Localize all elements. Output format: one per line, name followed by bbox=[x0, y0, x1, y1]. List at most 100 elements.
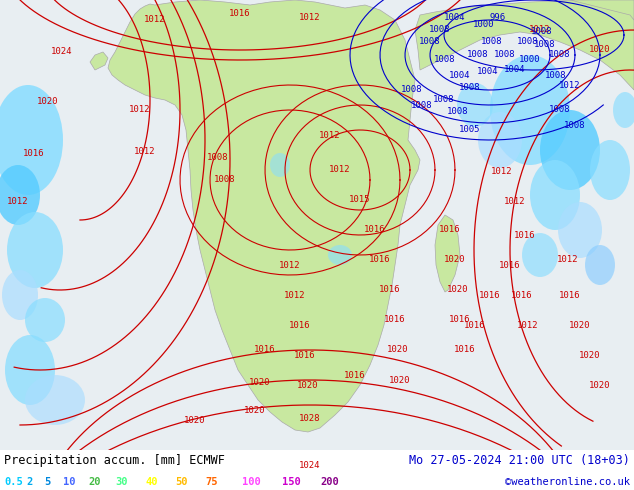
Text: 1020: 1020 bbox=[297, 381, 319, 390]
Ellipse shape bbox=[270, 153, 290, 177]
Text: Precipitation accum. [mm] ECMWF: Precipitation accum. [mm] ECMWF bbox=[4, 454, 225, 466]
Text: 1008: 1008 bbox=[429, 25, 451, 34]
Text: 1024: 1024 bbox=[299, 461, 321, 469]
Text: 1012: 1012 bbox=[559, 80, 581, 90]
Text: 1008: 1008 bbox=[434, 55, 456, 65]
Text: 1016: 1016 bbox=[23, 149, 45, 158]
Text: 100: 100 bbox=[242, 477, 261, 487]
Text: 1012: 1012 bbox=[529, 25, 551, 34]
Text: 1008: 1008 bbox=[419, 38, 441, 47]
Text: 1012: 1012 bbox=[504, 197, 526, 206]
Ellipse shape bbox=[25, 375, 85, 425]
Text: 1008: 1008 bbox=[481, 38, 503, 47]
Text: 1020: 1020 bbox=[444, 255, 466, 265]
Text: 1020: 1020 bbox=[249, 377, 271, 387]
Text: 1008: 1008 bbox=[467, 50, 489, 59]
Ellipse shape bbox=[25, 298, 65, 342]
Text: 20: 20 bbox=[88, 477, 101, 487]
Text: 1016: 1016 bbox=[294, 350, 316, 360]
Text: 1020: 1020 bbox=[244, 406, 266, 415]
Text: 1016: 1016 bbox=[454, 345, 476, 354]
Polygon shape bbox=[415, 0, 634, 90]
Text: 1000: 1000 bbox=[519, 55, 541, 65]
Text: 1008: 1008 bbox=[411, 100, 433, 109]
Text: 1024: 1024 bbox=[51, 48, 73, 56]
Text: 1012: 1012 bbox=[491, 168, 513, 176]
Text: 1012: 1012 bbox=[299, 14, 321, 23]
Text: 1020: 1020 bbox=[589, 381, 611, 390]
Text: 1012: 1012 bbox=[145, 16, 165, 24]
Text: 1028: 1028 bbox=[299, 414, 321, 422]
Ellipse shape bbox=[0, 165, 40, 225]
Polygon shape bbox=[90, 52, 108, 70]
Text: 1016: 1016 bbox=[514, 230, 536, 240]
Text: 2: 2 bbox=[26, 477, 32, 487]
Text: 1012: 1012 bbox=[284, 291, 306, 299]
Text: 1004: 1004 bbox=[450, 71, 471, 79]
Text: 1020: 1020 bbox=[569, 320, 591, 329]
Text: 1012: 1012 bbox=[134, 147, 156, 156]
Text: Mo 27-05-2024 21:00 UTC (18+03): Mo 27-05-2024 21:00 UTC (18+03) bbox=[409, 454, 630, 466]
Text: 1008: 1008 bbox=[459, 83, 481, 93]
Ellipse shape bbox=[590, 140, 630, 200]
Polygon shape bbox=[108, 0, 420, 432]
Ellipse shape bbox=[585, 245, 615, 285]
Text: 1015: 1015 bbox=[349, 196, 371, 204]
Text: 1012: 1012 bbox=[517, 320, 539, 329]
Text: 1004: 1004 bbox=[477, 68, 499, 76]
Text: 1020: 1020 bbox=[37, 98, 59, 106]
Text: 1016: 1016 bbox=[559, 291, 581, 299]
Text: 1004: 1004 bbox=[504, 66, 526, 74]
Ellipse shape bbox=[5, 335, 55, 405]
Text: 1008: 1008 bbox=[447, 107, 469, 117]
Text: 1012: 1012 bbox=[320, 130, 340, 140]
Text: 1008: 1008 bbox=[549, 50, 571, 59]
Text: 1016: 1016 bbox=[511, 291, 533, 299]
Ellipse shape bbox=[328, 245, 352, 265]
Text: 1016: 1016 bbox=[479, 291, 501, 299]
Text: 1020: 1020 bbox=[579, 350, 601, 360]
Text: 1008: 1008 bbox=[433, 96, 455, 104]
Polygon shape bbox=[570, 0, 634, 20]
Ellipse shape bbox=[0, 85, 63, 195]
Ellipse shape bbox=[558, 202, 602, 258]
Text: 1020: 1020 bbox=[184, 416, 206, 424]
Text: 1012: 1012 bbox=[129, 105, 151, 115]
Text: 1016: 1016 bbox=[369, 255, 391, 265]
Text: 1016: 1016 bbox=[344, 370, 366, 379]
Text: 1012: 1012 bbox=[7, 197, 29, 206]
Text: 1008: 1008 bbox=[517, 38, 539, 47]
Text: 40: 40 bbox=[145, 477, 157, 487]
Text: 1005: 1005 bbox=[459, 125, 481, 134]
Ellipse shape bbox=[522, 233, 558, 277]
FancyBboxPatch shape bbox=[0, 0, 634, 450]
Ellipse shape bbox=[540, 110, 600, 190]
Text: 50: 50 bbox=[175, 477, 188, 487]
Text: 1008: 1008 bbox=[549, 105, 571, 115]
Ellipse shape bbox=[478, 112, 522, 168]
Text: 1012: 1012 bbox=[329, 166, 351, 174]
Ellipse shape bbox=[490, 55, 570, 165]
Text: 1016: 1016 bbox=[384, 316, 406, 324]
Text: 1016: 1016 bbox=[439, 225, 461, 235]
Text: 1008: 1008 bbox=[534, 41, 556, 49]
Ellipse shape bbox=[613, 92, 634, 128]
Text: 1016: 1016 bbox=[379, 286, 401, 294]
Text: 1020: 1020 bbox=[589, 46, 611, 54]
Ellipse shape bbox=[457, 83, 493, 127]
Text: 1008: 1008 bbox=[531, 27, 553, 36]
Text: 1016: 1016 bbox=[289, 320, 311, 329]
Polygon shape bbox=[435, 215, 460, 292]
Text: 1008: 1008 bbox=[401, 85, 423, 95]
Ellipse shape bbox=[530, 160, 580, 230]
Text: 1016: 1016 bbox=[365, 225, 385, 235]
Text: 1000: 1000 bbox=[473, 21, 495, 29]
Text: 75: 75 bbox=[205, 477, 217, 487]
Text: 1008: 1008 bbox=[564, 121, 586, 129]
Text: 1008: 1008 bbox=[495, 50, 515, 59]
Text: 1016: 1016 bbox=[464, 320, 486, 329]
Text: 1008: 1008 bbox=[545, 71, 567, 79]
Text: 1016: 1016 bbox=[450, 316, 471, 324]
Text: 1008: 1008 bbox=[214, 175, 236, 185]
Text: 5: 5 bbox=[44, 477, 50, 487]
